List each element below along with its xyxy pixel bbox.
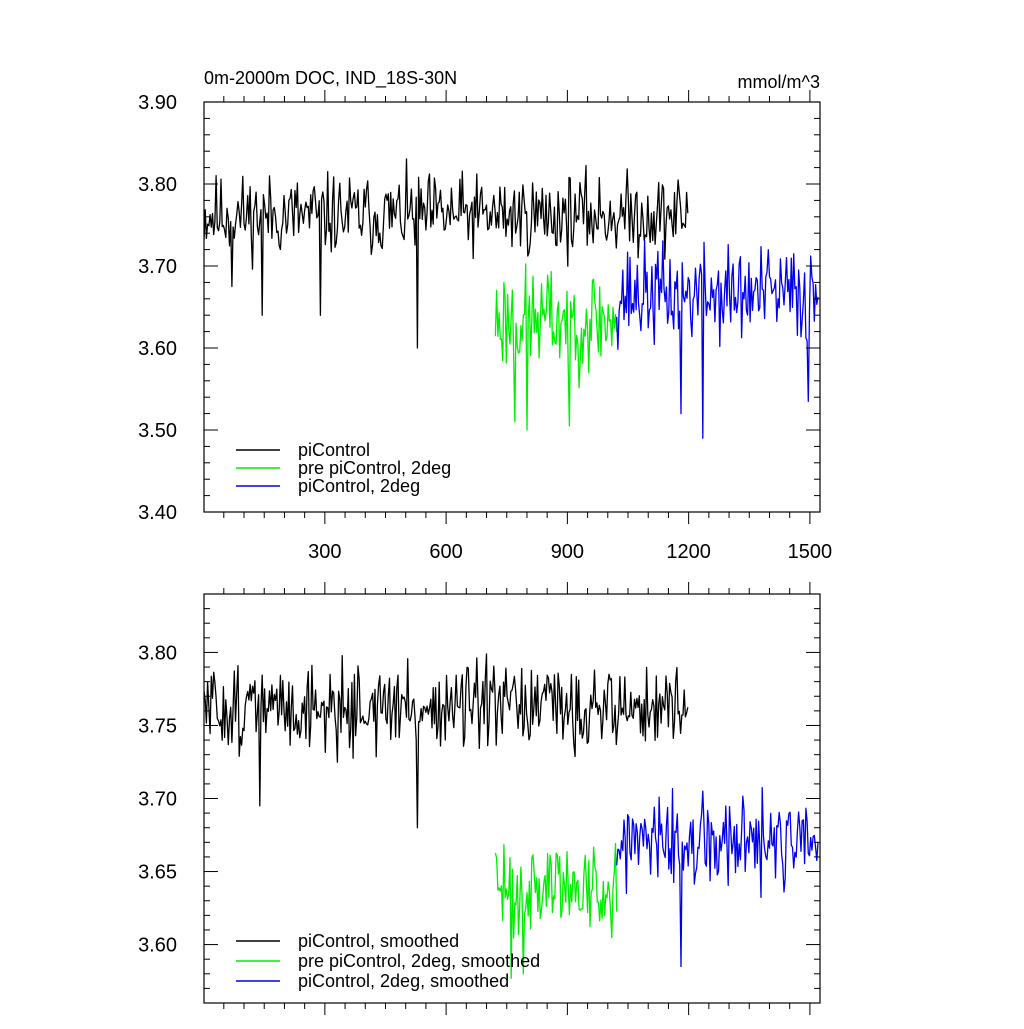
series-line-picontrol	[204, 158, 689, 349]
y-tick-label: 3.60	[138, 338, 177, 360]
series-line-pre-picontrol-2deg	[494, 263, 618, 431]
y-tick-label: 3.50	[138, 420, 177, 442]
series-line-picontrol-smoothed	[204, 653, 689, 829]
chart-title: 0m-2000m DOC, IND_18S-30N	[204, 68, 457, 89]
series-line-picontrol-2deg-smoothed	[616, 787, 819, 968]
legend-label: piControl, 2deg, smoothed	[298, 971, 509, 991]
series-group	[204, 653, 819, 979]
legend-label: piControl	[298, 440, 370, 460]
units-label: mmol/m^3	[738, 72, 820, 92]
x-tick-label: 900	[551, 541, 584, 563]
x-tick-label: 1500	[788, 541, 833, 563]
series-group	[204, 158, 819, 439]
series-line-pre-picontrol-2deg-smoothed	[494, 843, 618, 979]
y-tick-label: 3.80	[138, 174, 177, 196]
y-tick-label: 3.70	[138, 789, 177, 811]
y-tick-label: 3.60	[138, 935, 177, 957]
y-tick-label: 3.70	[138, 256, 177, 278]
y-tick-label: 3.90	[138, 92, 177, 114]
legend-label: piControl, smoothed	[298, 931, 459, 951]
plot-frame	[203, 101, 821, 513]
x-tick-label: 300	[308, 541, 341, 563]
y-tick-label: 3.65	[138, 862, 177, 884]
y-tick-label: 3.40	[138, 502, 177, 524]
series-line-picontrol-2deg	[616, 239, 819, 439]
x-tick-label: 600	[429, 541, 462, 563]
top-panel: 3.40 3.50 3.60 3.70 3.80 3.90 300 600 900 1200 150…	[138, 90, 832, 563]
legend-label: pre piControl, 2deg	[298, 458, 451, 478]
y-tick-label: 3.75	[138, 715, 177, 737]
legend-label: piControl, 2deg	[298, 476, 420, 496]
y-tick-label: 3.80	[138, 642, 177, 664]
x-tick-label: 1200	[666, 541, 711, 563]
legend-label: pre piControl, 2deg, smoothed	[298, 951, 540, 971]
